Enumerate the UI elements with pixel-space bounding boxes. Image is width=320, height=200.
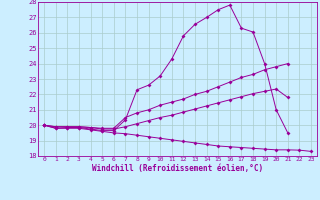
X-axis label: Windchill (Refroidissement éolien,°C): Windchill (Refroidissement éolien,°C) <box>92 164 263 173</box>
